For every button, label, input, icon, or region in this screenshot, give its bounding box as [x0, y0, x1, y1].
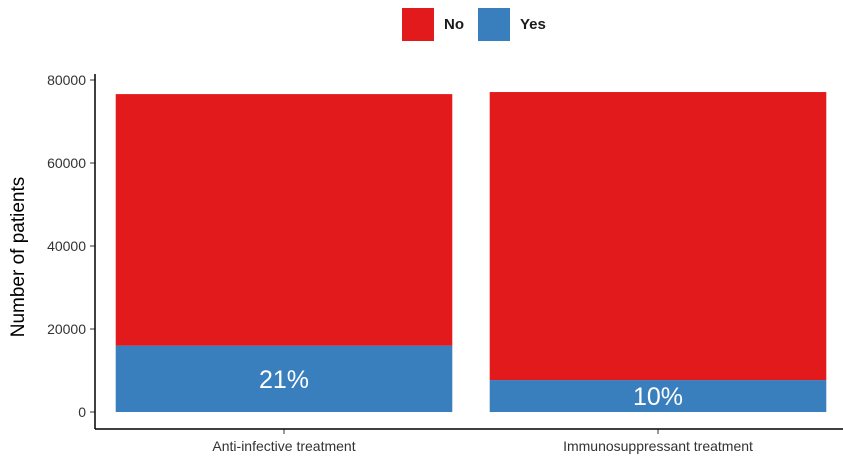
legend-swatch-yes — [478, 8, 510, 41]
bar-yes-anti-infective-treatment — [115, 345, 453, 412]
bar-no-immunosuppressant-treatment — [489, 92, 827, 381]
legend-item-no: No — [402, 8, 464, 41]
y-tick-label: 20000 — [47, 321, 86, 337]
y-tick-label: 60000 — [47, 155, 86, 171]
x-tick-label: Anti-infective treatment — [212, 438, 355, 454]
bar-no-anti-infective-treatment — [115, 94, 453, 346]
x-tick-label: Immunosuppressant treatment — [563, 438, 753, 454]
legend-label-no: No — [444, 16, 464, 33]
bar-percent-label: 10% — [633, 383, 683, 411]
legend-label-yes: Yes — [520, 16, 546, 33]
y-tick-label: 80000 — [47, 72, 86, 88]
y-tick-label: 0 — [78, 404, 86, 420]
legend-swatch-no — [402, 8, 434, 41]
legend: No Yes — [402, 8, 560, 41]
bar-percent-label: 21% — [259, 366, 309, 394]
y-axis-title: Number of patients — [8, 177, 29, 338]
legend-item-yes: Yes — [478, 8, 546, 41]
y-tick-label: 40000 — [47, 238, 86, 254]
bar-yes-immunosuppressant-treatment — [489, 380, 827, 412]
